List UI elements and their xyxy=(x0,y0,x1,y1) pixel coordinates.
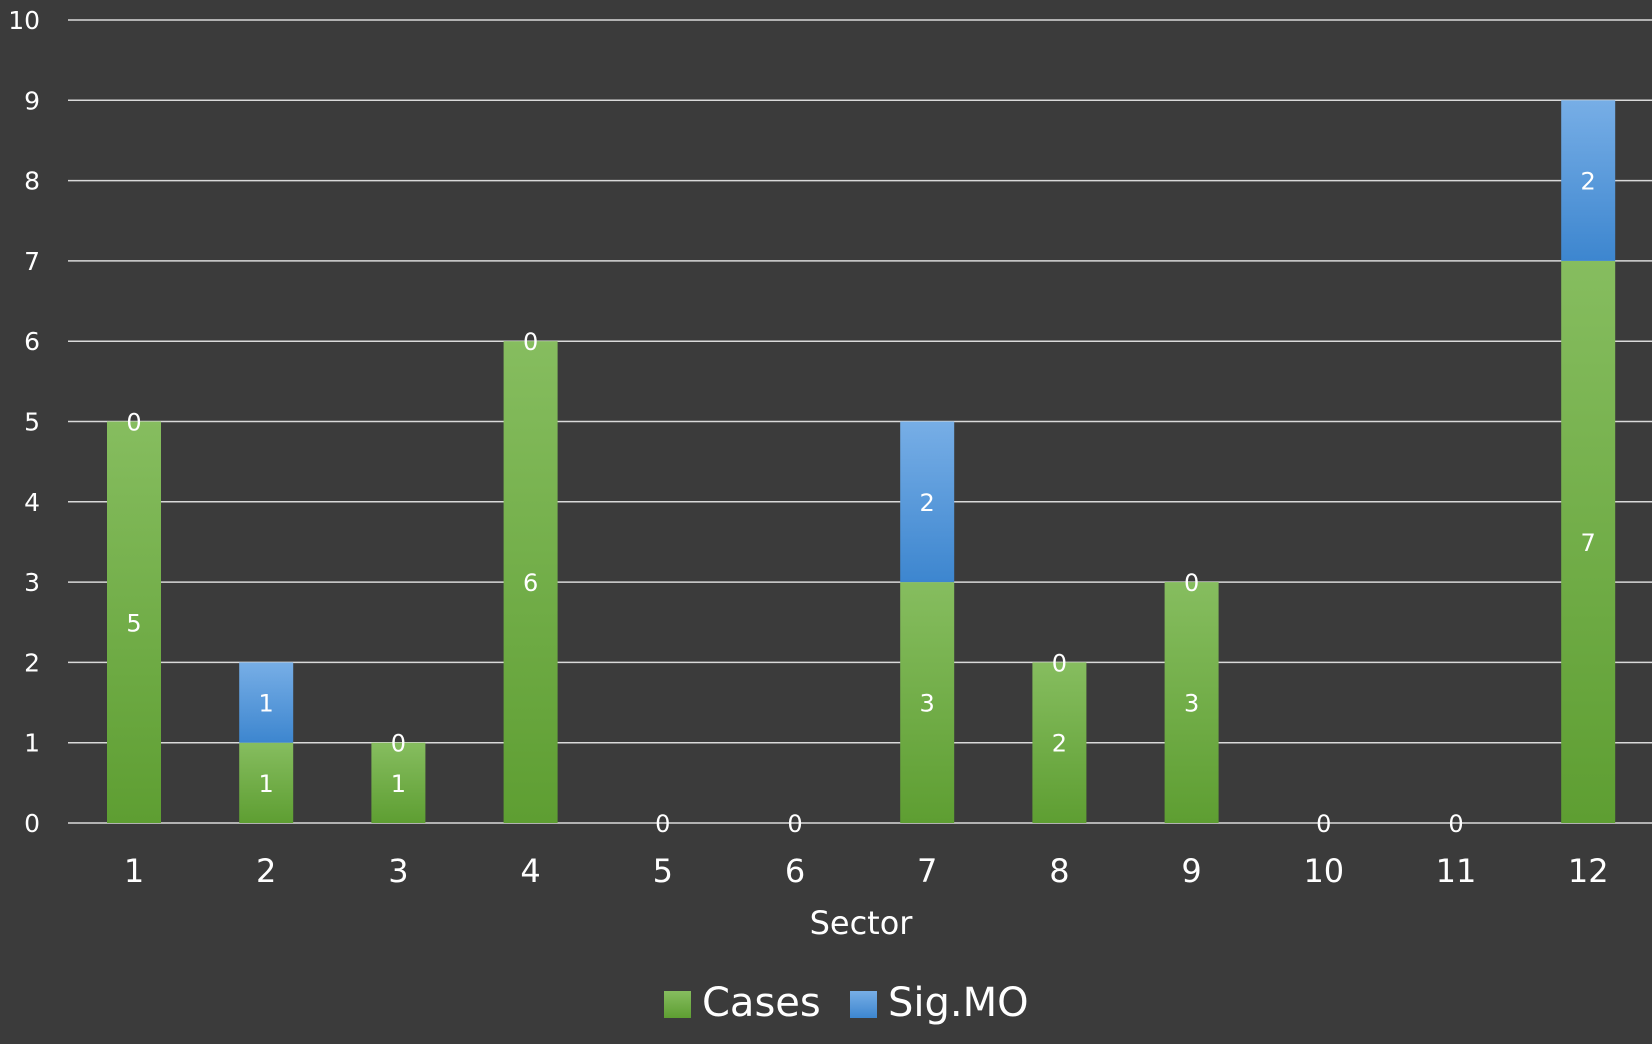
data-label-sigmo-sector-2: 1 xyxy=(259,690,274,718)
y-tick-label: 8 xyxy=(24,167,40,196)
data-label-sigmo-sector-9: 0 xyxy=(1184,569,1199,597)
data-label-sigmo-sector-1: 0 xyxy=(126,409,141,437)
data-label-cases-sector-3: 1 xyxy=(391,770,406,798)
bar-sigmo-sector-2 xyxy=(239,662,294,743)
bar-sigmo-sector-12 xyxy=(1561,100,1616,261)
y-axis-ticks: 0 1 2 3 4 5 6 7 8 9 10 xyxy=(8,6,40,838)
bar-cases-sector-3 xyxy=(371,742,426,823)
data-label-cases-sector-12: 7 xyxy=(1581,529,1596,557)
data-label-sector-11: 0 xyxy=(1448,810,1463,838)
x-tick-label: 5 xyxy=(653,852,673,890)
bar-cases-sector-8 xyxy=(1032,662,1087,823)
y-tick-label: 2 xyxy=(24,648,40,677)
data-label-cases-sector-2: 1 xyxy=(259,770,274,798)
data-label-sector-10: 0 xyxy=(1316,810,1331,838)
y-tick-label: 4 xyxy=(24,488,40,517)
data-label-sigmo-sector-8: 0 xyxy=(1052,649,1067,677)
data-label-sigmo-sector-4: 0 xyxy=(523,328,538,356)
y-tick-label: 9 xyxy=(24,86,40,115)
bars xyxy=(107,100,1616,823)
data-label-cases-sector-4: 6 xyxy=(523,569,538,597)
bar-cases-sector-1 xyxy=(107,421,161,823)
bar-sigmo-sector-7 xyxy=(900,421,955,583)
x-tick-label: 11 xyxy=(1436,852,1477,890)
bar-cases-sector-12 xyxy=(1561,260,1616,823)
data-label-sector-5: 0 xyxy=(655,810,670,838)
x-tick-label: 3 xyxy=(388,852,408,890)
y-tick-label: 5 xyxy=(24,408,40,437)
data-labels: 5 0 1 1 1 0 6 0 0 0 3 2 2 0 3 0 0 0 7 2 xyxy=(126,168,1595,838)
gridlines xyxy=(68,19,1652,824)
y-tick-label: 0 xyxy=(24,809,40,838)
legend-swatch-sigmo xyxy=(850,991,877,1018)
x-tick-label: 4 xyxy=(520,852,540,890)
legend-label-cases: Cases xyxy=(702,980,821,1026)
data-label-cases-sector-1: 5 xyxy=(126,609,141,637)
x-tick-label: 7 xyxy=(917,852,937,890)
x-tick-label: 10 xyxy=(1303,852,1344,890)
x-tick-label: 8 xyxy=(1049,852,1069,890)
x-tick-label: 12 xyxy=(1568,852,1609,890)
y-tick-label: 7 xyxy=(24,247,40,276)
y-tick-label: 6 xyxy=(24,327,40,356)
y-tick-label: 10 xyxy=(8,6,40,35)
data-label-cases-sector-8: 2 xyxy=(1052,730,1067,758)
x-axis-ticks: 1 2 3 4 5 6 7 8 9 10 11 12 xyxy=(124,852,1609,890)
bar-cases-sector-9 xyxy=(1164,582,1219,823)
legend: Cases Sig.MO xyxy=(664,980,1029,1026)
data-label-cases-sector-7: 3 xyxy=(920,690,935,718)
x-axis-title: Sector xyxy=(810,904,914,942)
x-tick-label: 2 xyxy=(256,852,276,890)
bar-cases-sector-4 xyxy=(503,341,558,823)
y-tick-label: 3 xyxy=(24,568,40,597)
data-label-sigmo-sector-12: 2 xyxy=(1581,168,1596,196)
data-label-cases-sector-9: 3 xyxy=(1184,690,1199,718)
data-label-sigmo-sector-3: 0 xyxy=(391,730,406,758)
legend-label-sigmo: Sig.MO xyxy=(888,980,1029,1026)
bar-cases-sector-7 xyxy=(900,582,955,823)
data-label-sector-6: 0 xyxy=(787,810,802,838)
bar-cases-sector-2 xyxy=(239,742,294,823)
x-tick-label: 1 xyxy=(124,852,144,890)
y-tick-label: 1 xyxy=(24,729,40,758)
legend-swatch-cases xyxy=(664,991,691,1018)
x-tick-label: 9 xyxy=(1181,852,1201,890)
x-tick-label: 6 xyxy=(785,852,805,890)
data-label-sigmo-sector-7: 2 xyxy=(920,489,935,517)
